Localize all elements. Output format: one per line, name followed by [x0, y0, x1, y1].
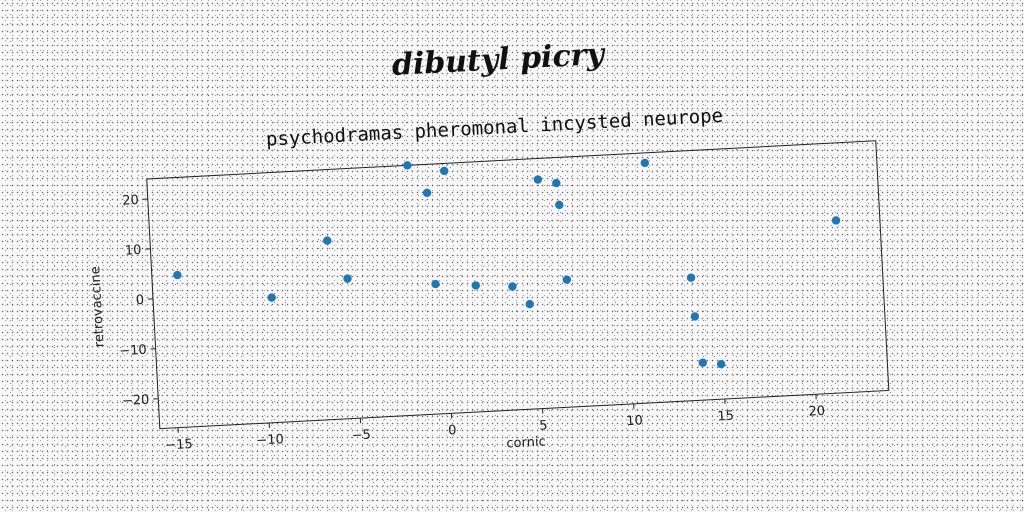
- chart-title: psychodramas pheromonal incysted neurope: [265, 105, 723, 151]
- scatter-point: [552, 178, 561, 188]
- axes-frame: [146, 140, 890, 430]
- scatter-point: [323, 236, 332, 245]
- scatter-points: [173, 158, 841, 369]
- scatter-point: [173, 270, 182, 280]
- scatter-point: [831, 216, 841, 225]
- y-tick-label: 20: [122, 193, 139, 209]
- scatter-point: [439, 166, 449, 176]
- scatter-point: [555, 200, 564, 210]
- chart-plot-group: psychodramas pheromonal incysted neurope…: [88, 105, 890, 453]
- scatter-point: [343, 274, 352, 283]
- scatter-point: [431, 279, 440, 289]
- x-tick-label: 0: [448, 423, 457, 438]
- y-tick-label: 0: [135, 293, 144, 308]
- scatter-point: [690, 312, 700, 321]
- y-axis-label: retrovaccine: [88, 266, 107, 348]
- scatter-point: [267, 293, 276, 302]
- x-tick-label: 5: [539, 418, 548, 433]
- scatter-point: [686, 273, 696, 282]
- x-tick-label: 15: [717, 409, 734, 425]
- scatter-point: [508, 282, 517, 291]
- scatter-point: [422, 188, 432, 198]
- x-tick-label: 10: [626, 413, 643, 429]
- x-tick-label: −10: [256, 432, 284, 448]
- scatter-point: [640, 158, 650, 168]
- x-tick-label: −5: [351, 428, 371, 444]
- x-tick-label: −15: [165, 437, 193, 453]
- y-tick-label: −10: [119, 343, 147, 359]
- x-tick-label: 20: [808, 404, 825, 420]
- y-tick-label: −20: [122, 393, 150, 409]
- scatter-point: [525, 299, 534, 309]
- x-axis-label: cornic: [506, 434, 546, 451]
- scatter-point: [562, 275, 572, 284]
- scatter-point: [533, 175, 543, 184]
- scatter-point: [403, 161, 412, 170]
- y-tick-label: 10: [125, 243, 142, 259]
- axis-ticks: −15 −10 −5 0 5 10 15 20 −20 −10 0 10 20: [119, 193, 826, 453]
- scatter-point: [716, 359, 726, 369]
- scatter-point: [698, 358, 707, 367]
- scatter-point: [471, 281, 480, 290]
